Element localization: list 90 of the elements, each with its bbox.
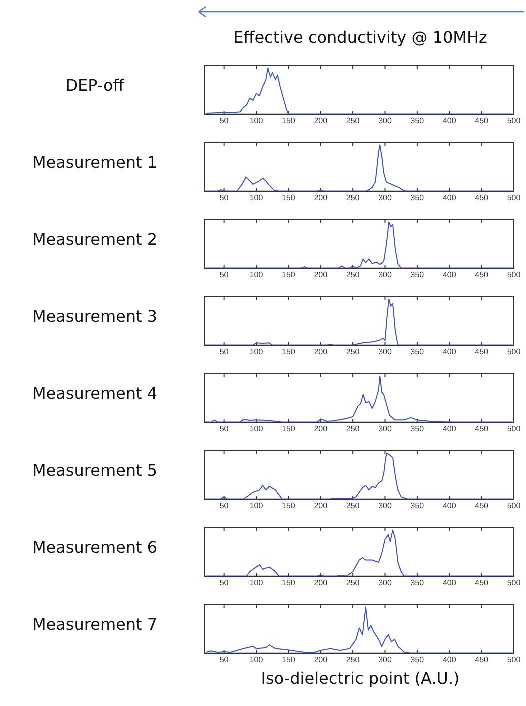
x-tick-label: 500 bbox=[507, 270, 522, 280]
x-tick-label: 500 bbox=[507, 501, 522, 510]
x-tick-label: 200 bbox=[314, 578, 328, 588]
x-tick-label: 450 bbox=[475, 424, 490, 434]
y-axis-title: Measurement 1 bbox=[31, 152, 159, 174]
chart-title: Effective conductivity @ 10MHz bbox=[232, 28, 488, 47]
x-tick-label: 200 bbox=[314, 116, 328, 126]
x-tick-label: 50 bbox=[220, 193, 230, 202]
x-tick-label: 350 bbox=[410, 270, 425, 280]
x-tick-label: 200 bbox=[314, 424, 328, 434]
x-tick-label: 250 bbox=[346, 578, 360, 588]
x-tick-label: 100 bbox=[250, 424, 264, 434]
x-tick-label: 200 bbox=[314, 270, 328, 280]
x-tick-label: 250 bbox=[346, 424, 360, 434]
x-tick-label: 250 bbox=[346, 193, 360, 202]
x-axis-title: Iso-dielectric point (A.U.) bbox=[260, 669, 461, 688]
x-tick-label: 400 bbox=[442, 270, 457, 280]
x-tick-label: 100 bbox=[250, 578, 264, 588]
x-tick-label: 250 bbox=[346, 655, 360, 664]
y-axis-title: Measurement 4 bbox=[31, 383, 159, 405]
x-tick-label: 300 bbox=[378, 116, 392, 126]
x-tick-label: 100 bbox=[250, 116, 264, 126]
x-tick-label: 350 bbox=[410, 424, 425, 434]
x-tick-label: 150 bbox=[282, 424, 296, 434]
x-tick-label: 150 bbox=[282, 193, 296, 202]
x-tick-label: 450 bbox=[475, 116, 490, 126]
x-tick-label: 500 bbox=[507, 424, 522, 434]
x-tick-label: 400 bbox=[442, 347, 457, 356]
x-tick-label: 100 bbox=[250, 501, 264, 510]
x-tick-label: 400 bbox=[442, 501, 457, 510]
x-tick-label: 50 bbox=[220, 347, 230, 356]
x-tick-label: 350 bbox=[410, 193, 425, 202]
x-tick-label: 300 bbox=[378, 347, 392, 356]
x-tick-label: 50 bbox=[220, 655, 230, 664]
x-tick-label: 250 bbox=[346, 501, 360, 510]
x-tick-label: 500 bbox=[507, 347, 522, 356]
x-tick-label: 50 bbox=[220, 270, 230, 280]
x-tick-label: 400 bbox=[442, 424, 457, 434]
x-tick-label: 100 bbox=[250, 270, 264, 280]
x-tick-label: 150 bbox=[282, 116, 296, 126]
x-tick-label: 300 bbox=[378, 655, 392, 664]
x-tick-label: 350 bbox=[410, 116, 425, 126]
x-tick-label: 150 bbox=[282, 347, 296, 356]
x-tick-label: 50 bbox=[220, 578, 230, 588]
x-tick-label: 50 bbox=[220, 116, 230, 126]
x-tick-label: 450 bbox=[475, 501, 490, 510]
x-tick-label: 200 bbox=[314, 347, 328, 356]
x-tick-label: 350 bbox=[410, 501, 425, 510]
x-tick-label: 300 bbox=[378, 193, 392, 202]
x-tick-label: 100 bbox=[250, 655, 264, 664]
y-axis-title: Measurement 2 bbox=[31, 229, 159, 251]
y-axis-title: DEP-off bbox=[64, 75, 126, 97]
x-tick-label: 200 bbox=[314, 655, 328, 664]
x-tick-label: 450 bbox=[475, 193, 490, 202]
x-tick-label: 400 bbox=[442, 193, 457, 202]
x-tick-label: 50 bbox=[220, 424, 230, 434]
x-tick-label: 350 bbox=[410, 578, 425, 588]
x-tick-label: 150 bbox=[282, 655, 296, 664]
x-tick-label: 200 bbox=[314, 501, 328, 510]
x-tick-label: 500 bbox=[507, 578, 522, 588]
x-tick-label: 450 bbox=[475, 655, 490, 664]
y-axis-title: Measurement 7 bbox=[31, 614, 159, 636]
x-tick-label: 300 bbox=[378, 270, 392, 280]
y-axis-title: Measurement 6 bbox=[31, 537, 159, 559]
x-tick-label: 250 bbox=[346, 116, 360, 126]
x-tick-label: 300 bbox=[378, 424, 392, 434]
x-tick-label: 500 bbox=[507, 116, 522, 126]
x-tick-label: 150 bbox=[282, 578, 296, 588]
x-tick-label: 100 bbox=[250, 193, 264, 202]
y-axis-title: Measurement 5 bbox=[31, 460, 159, 482]
x-tick-label: 400 bbox=[442, 116, 457, 126]
x-tick-label: 400 bbox=[442, 655, 457, 664]
x-tick-label: 450 bbox=[475, 270, 490, 280]
x-tick-label: 100 bbox=[250, 347, 264, 356]
x-tick-label: 150 bbox=[282, 270, 296, 280]
x-tick-label: 300 bbox=[378, 578, 392, 588]
x-tick-label: 250 bbox=[346, 347, 360, 356]
x-tick-label: 50 bbox=[220, 501, 230, 510]
x-tick-label: 450 bbox=[475, 578, 490, 588]
x-tick-label: 250 bbox=[346, 270, 360, 280]
x-tick-label: 400 bbox=[442, 578, 457, 588]
x-tick-label: 150 bbox=[282, 501, 296, 510]
y-axis-title: Measurement 3 bbox=[31, 306, 159, 328]
x-tick-label: 500 bbox=[507, 655, 522, 664]
x-tick-label: 450 bbox=[475, 347, 490, 356]
x-tick-label: 350 bbox=[410, 347, 425, 356]
x-tick-label: 350 bbox=[410, 655, 425, 664]
x-tick-label: 200 bbox=[314, 193, 328, 202]
x-tick-label: 300 bbox=[378, 501, 392, 510]
x-tick-label: 500 bbox=[507, 193, 522, 202]
